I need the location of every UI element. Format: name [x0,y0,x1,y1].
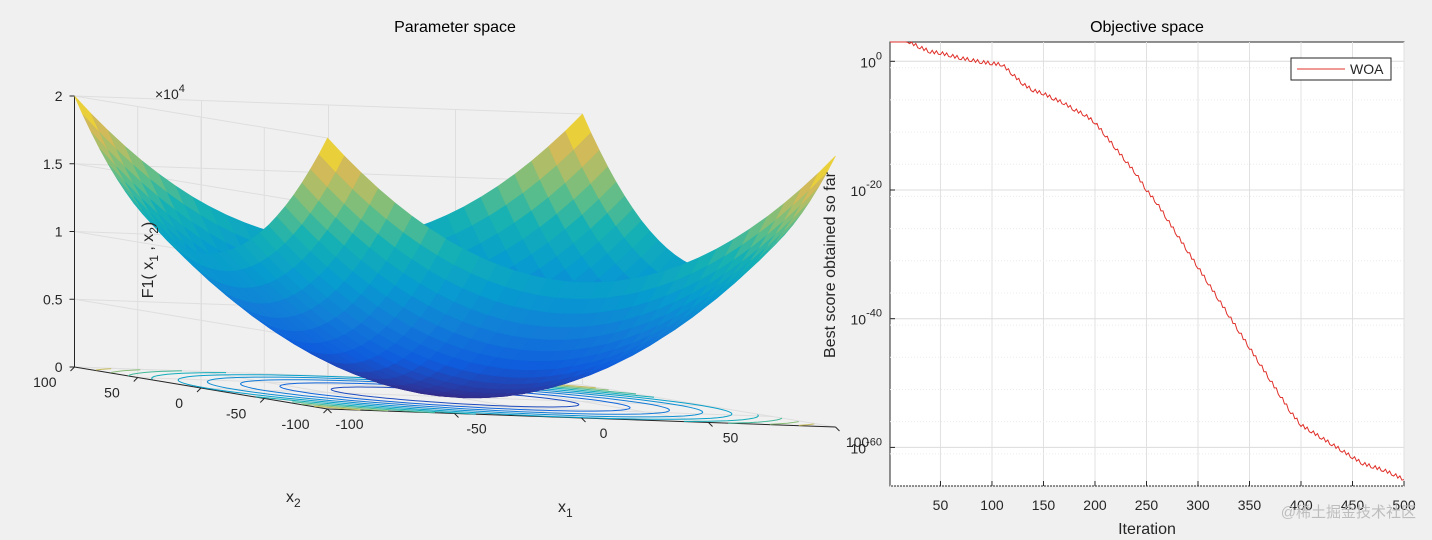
y-tick-label: 10-60 [851,436,882,456]
contour-line [111,369,141,373]
z-exponent-label: ×104 [155,83,185,102]
surface-patch [74,95,101,134]
x1-tick-label: 0 [600,425,608,441]
x2-tick-label: 100 [33,374,57,390]
x1-tick-label: 100 [846,434,870,450]
contour-line [255,396,477,415]
x2-axis-label: x2 [286,489,301,510]
contour-line [683,414,759,422]
x-tick-label: 50 [933,497,949,513]
x2-tick-mark [259,398,265,403]
x-tick-label: 450 [1341,497,1365,513]
floor-grid-line [582,384,836,428]
plot-area[interactable] [889,41,1405,487]
woa-series-line[interactable] [890,41,1405,481]
contour-line [769,421,799,425]
x-tick-label: 350 [1238,497,1262,513]
legend-label: WOA [1350,61,1384,77]
contour-line [728,417,783,424]
y-axis-label: Best score obtained so far [822,171,839,358]
contour-line [301,403,389,412]
grid-lines [890,42,1405,487]
surface-mesh[interactable] [74,95,836,399]
x-tick-label: 100 [980,497,1004,513]
x2-tick-mark [70,366,75,372]
contour-line [798,423,815,426]
axis-ticks: 50 100 150 200 250 300 350 400 450 500 100 10-20 10-… [851,50,1416,513]
legend[interactable]: WOA [1290,57,1392,81]
x2-tick-mark [133,377,139,382]
watermark: @稀土掘金技术社区 [1280,504,1416,521]
y-tick-label: 10-20 [851,179,882,199]
x1-tick-label: -50 [466,421,486,437]
z-tick-label: 0.5 [43,291,63,307]
y-tick-label: 10-40 [851,308,882,328]
contour-line [292,401,435,414]
z-axis-label: F1( x1 , x2) [140,222,161,299]
left-title: Parameter space [394,19,516,36]
z-tick-label: 1 [55,224,63,240]
x-tick-label: 250 [1135,497,1159,513]
x1-tick-label: 50 [723,430,739,446]
contour-line [95,368,112,371]
objective-space-plot: 50 100 150 200 250 300 350 400 450 500 100 10-20 10-… [851,41,1416,513]
x-tick-label: 300 [1186,497,1210,513]
surface-patch [809,155,836,190]
x1-tick-mark [327,408,332,414]
x-tick-label: 400 [1289,497,1313,513]
x1-tick-mark [835,426,840,432]
x2-tick-label: 50 [104,385,120,401]
x1-axis-label: x1 [558,499,573,520]
x2-tick-mark [196,387,202,393]
x2-tick-label: -100 [281,416,309,432]
x2-tick-label: 0 [175,395,183,411]
x-tick-label: 200 [1083,497,1107,513]
x-tick-label: 150 [1032,497,1056,513]
contour-line [151,372,227,380]
contour-line [127,370,182,377]
z-tick-label: 1.5 [43,156,63,172]
x2-tick-label: -50 [226,406,246,422]
x1-tick-label: -100 [335,416,363,432]
left-wall-grid-line [74,95,328,139]
z-tick-label: 2 [55,88,63,104]
back-wall-grid-line [74,95,583,115]
right-title: Objective space [1090,19,1204,36]
x1-tick-mark [708,422,713,427]
contour-line [314,405,361,411]
x1-tick-mark [581,417,586,423]
y-tick-label: 100 [860,50,882,70]
x1-tick-mark [454,413,459,418]
x2-tick-mark [323,408,328,414]
z-tick-label: 0 [55,359,63,375]
x-axis-label: Iteration [1118,521,1176,538]
x-tick-label: 500 [1392,497,1416,513]
